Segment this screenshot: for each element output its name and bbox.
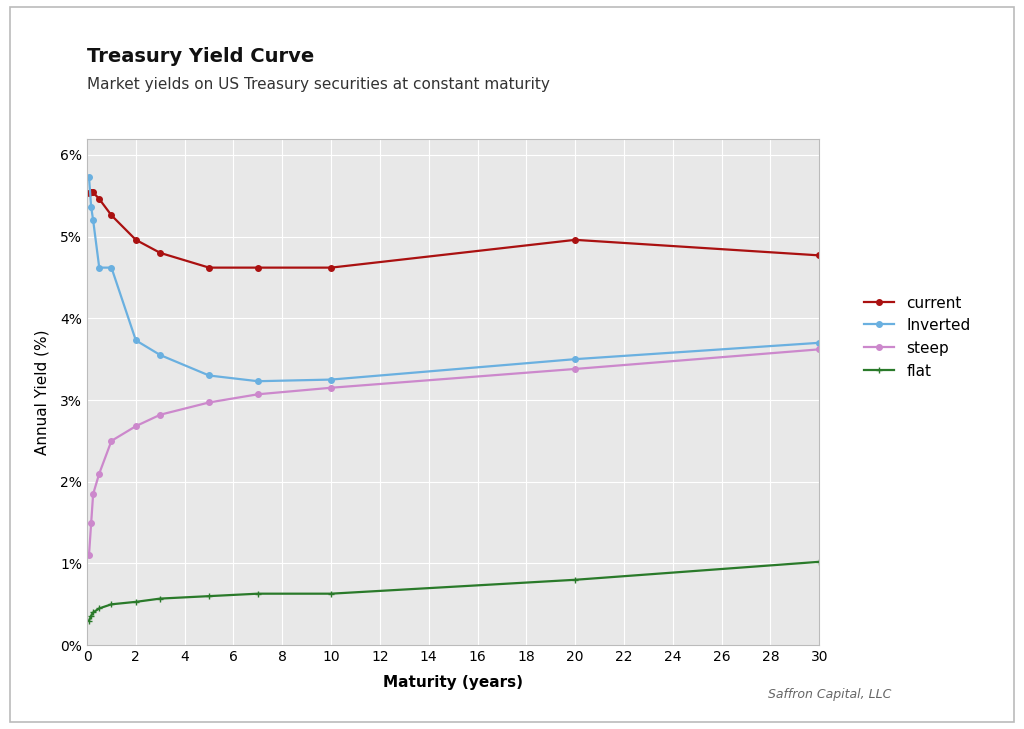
current: [569, 235, 582, 244]
Line: flat: flat: [86, 558, 822, 624]
Text: Treasury Yield Curve: Treasury Yield Curve: [87, 47, 314, 66]
Inverted: [87, 216, 99, 225]
current: [85, 187, 97, 196]
steep: [569, 364, 582, 373]
flat: [569, 575, 582, 584]
steep: [252, 390, 264, 399]
current: [813, 251, 825, 260]
current: [130, 235, 142, 244]
steep: [105, 437, 118, 445]
steep: [93, 469, 105, 478]
steep: [87, 490, 99, 499]
steep: [813, 345, 825, 354]
flat: [203, 592, 215, 601]
current: [252, 263, 264, 272]
flat: [93, 604, 105, 613]
current: [154, 249, 166, 257]
current: [203, 263, 215, 272]
Inverted: [93, 263, 105, 272]
Text: Saffron Capital, LLC: Saffron Capital, LLC: [768, 688, 891, 701]
flat: [813, 558, 825, 566]
steep: [203, 398, 215, 407]
X-axis label: Maturity (years): Maturity (years): [383, 675, 523, 690]
Line: steep: steep: [86, 346, 822, 558]
Inverted: [85, 203, 97, 211]
steep: [154, 410, 166, 419]
current: [105, 211, 118, 219]
steep: [83, 551, 95, 560]
flat: [130, 598, 142, 607]
flat: [83, 616, 95, 625]
steep: [130, 422, 142, 431]
Inverted: [252, 377, 264, 386]
Y-axis label: Annual Yield (%): Annual Yield (%): [34, 329, 49, 455]
Inverted: [105, 263, 118, 272]
flat: [105, 600, 118, 609]
Inverted: [83, 173, 95, 182]
Inverted: [325, 375, 337, 384]
current: [87, 188, 99, 197]
flat: [87, 608, 99, 617]
Line: current: current: [86, 189, 822, 270]
Legend: current, Inverted, steep, flat: current, Inverted, steep, flat: [856, 288, 978, 386]
flat: [154, 594, 166, 603]
steep: [85, 518, 97, 527]
Line: Inverted: Inverted: [86, 174, 822, 384]
Text: Market yields on US Treasury securities at constant maturity: Market yields on US Treasury securities …: [87, 77, 550, 92]
current: [83, 189, 95, 198]
Inverted: [813, 338, 825, 347]
Inverted: [569, 355, 582, 364]
Inverted: [203, 371, 215, 380]
current: [93, 195, 105, 203]
flat: [325, 589, 337, 598]
flat: [252, 589, 264, 598]
flat: [85, 612, 97, 620]
steep: [325, 383, 337, 392]
Inverted: [130, 336, 142, 345]
current: [325, 263, 337, 272]
Inverted: [154, 351, 166, 359]
